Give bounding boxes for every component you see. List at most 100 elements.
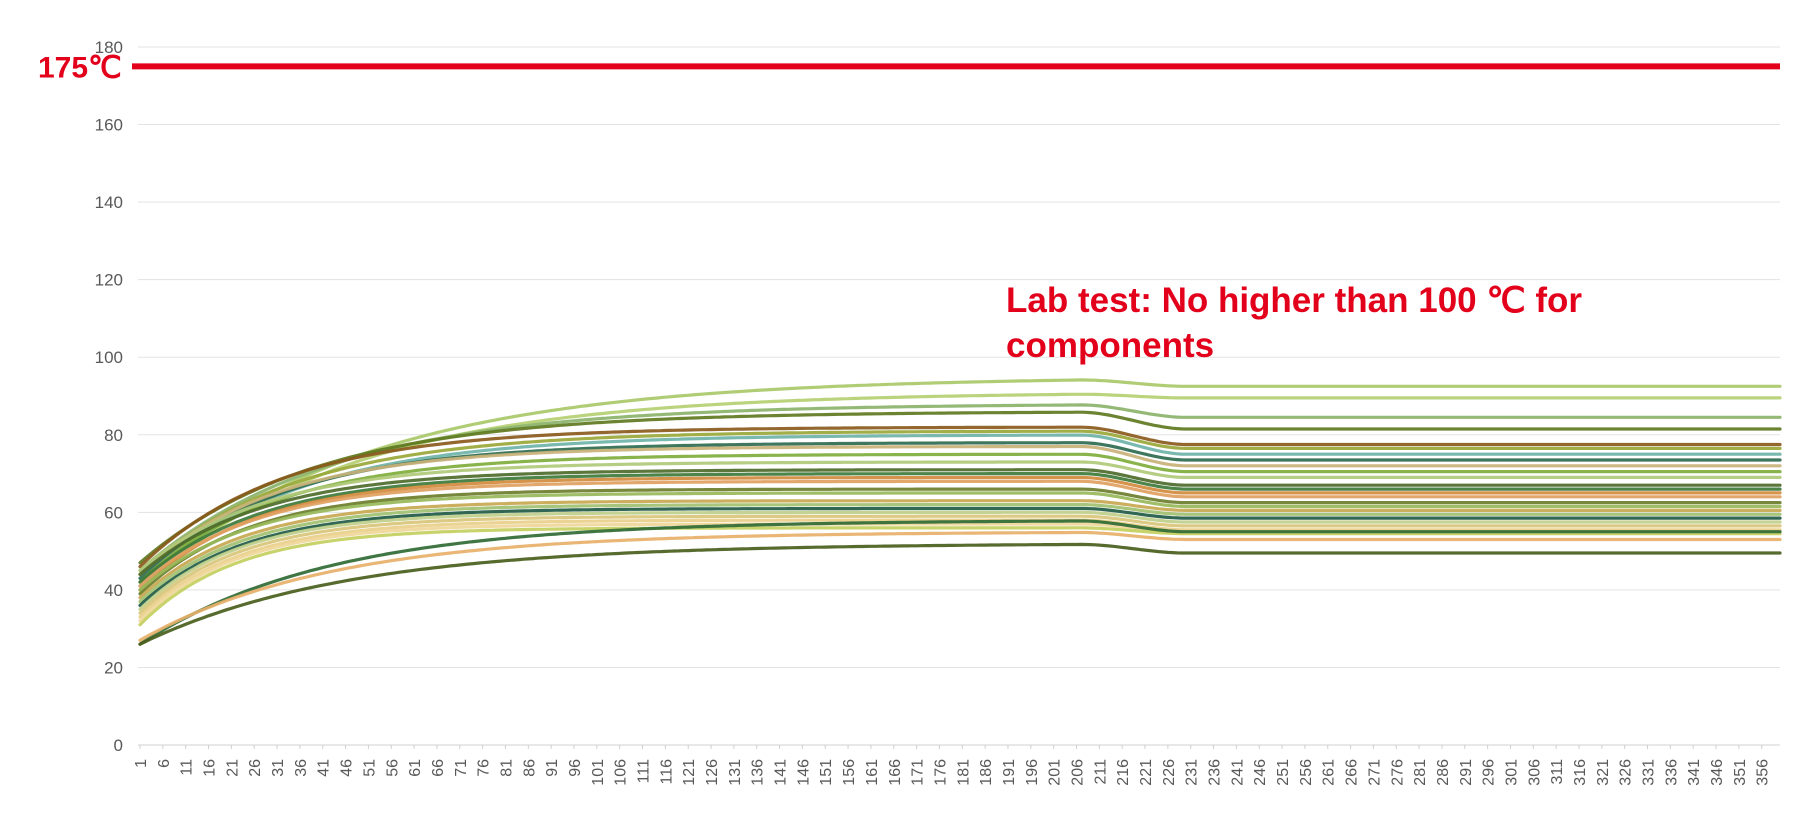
x-tick-label: 51 (361, 759, 378, 777)
x-tick-label: 321 (1595, 759, 1612, 786)
x-tick-label: 6 (156, 759, 173, 768)
x-tick-label: 271 (1366, 759, 1383, 786)
x-tick-label: 81 (498, 759, 515, 777)
x-tick-label: 41 (316, 759, 333, 777)
y-tick-label: 180 (95, 38, 123, 57)
x-tick-label: 126 (704, 759, 721, 786)
x-tick-label: 276 (1389, 759, 1406, 786)
x-tick-label: 141 (773, 759, 790, 786)
x-tick-label: 196 (1024, 759, 1041, 786)
series-line-20 (138, 506, 1782, 608)
x-tick-label: 256 (1298, 759, 1315, 786)
y-axis-ticks: 0 20 40 60 80 100 120 140 160 180 (95, 38, 123, 755)
x-tick-label: 161 (864, 759, 881, 786)
series-line-14 (138, 475, 1782, 592)
lab-test-annotation: Lab test: No higher than 100 ℃ for compo… (1006, 281, 1583, 365)
series-line-27 (138, 530, 1782, 642)
y-tick-label: 0 (114, 736, 123, 755)
x-tick-label: 96 (567, 759, 584, 777)
series-line-28 (138, 542, 1782, 646)
y-tick-label: 100 (95, 348, 123, 367)
series-line-1 (138, 378, 1782, 584)
x-axis-ticks: 1 6 11 16 21 26 31 36 41 46 51 56 61 66 71 76 81 86 91 96 10… (133, 745, 1772, 786)
x-tick-label: 71 (453, 759, 470, 777)
series-line-2 (138, 392, 1782, 592)
series-line-5 (138, 425, 1782, 569)
x-tick-label: 106 (613, 759, 630, 786)
x-tick-label: 346 (1709, 759, 1726, 786)
series-line-16 (138, 487, 1782, 596)
x-tick-label: 266 (1344, 759, 1361, 786)
x-tick-label: 116 (658, 759, 675, 785)
series-line-6 (138, 429, 1782, 577)
x-tick-label: 171 (910, 759, 927, 786)
x-tick-label: 231 (1184, 759, 1201, 786)
x-tick-label: 36 (293, 759, 310, 777)
x-tick-label: 331 (1641, 759, 1658, 786)
x-tick-label: 181 (955, 759, 972, 786)
x-tick-label: 136 (750, 759, 767, 786)
x-tick-label: 166 (887, 759, 904, 786)
x-tick-label: 251 (1275, 759, 1292, 786)
series-line-22 (138, 514, 1782, 615)
x-tick-label: 296 (1481, 759, 1498, 786)
x-tick-label: 121 (681, 759, 698, 786)
series-line-4 (138, 410, 1782, 565)
x-tick-label: 226 (1161, 759, 1178, 786)
x-tick-label: 31 (270, 759, 287, 777)
x-tick-label: 156 (841, 759, 858, 786)
x-tick-label: 101 (590, 759, 607, 786)
y-tick-label: 60 (104, 503, 123, 522)
series-line-11 (138, 460, 1782, 573)
x-tick-label: 46 (339, 759, 356, 777)
series-line-19 (138, 503, 1782, 604)
series-line-7 (138, 433, 1782, 588)
x-tick-label: 16 (202, 759, 219, 777)
x-tick-label: 261 (1321, 759, 1338, 786)
x-tick-label: 21 (224, 759, 241, 777)
x-tick-label: 301 (1503, 759, 1520, 786)
series-line-26 (138, 519, 1782, 646)
x-tick-label: 356 (1755, 759, 1772, 786)
y-tick-label: 140 (95, 193, 123, 212)
y-tick-label: 40 (104, 581, 123, 600)
x-tick-label: 236 (1207, 759, 1224, 786)
series-line-15 (138, 479, 1782, 588)
x-tick-label: 241 (1229, 759, 1246, 786)
x-tick-label: 326 (1618, 759, 1635, 786)
x-tick-label: 26 (247, 759, 264, 777)
x-tick-label: 221 (1138, 759, 1155, 786)
x-tick-label: 281 (1412, 759, 1429, 786)
y-tick-label: 160 (95, 116, 123, 135)
series-line-18 (138, 499, 1782, 600)
x-tick-label: 351 (1732, 759, 1749, 786)
series-line-12 (138, 468, 1782, 577)
series-lines (138, 378, 1782, 646)
x-tick-label: 66 (430, 759, 447, 777)
x-tick-label: 131 (727, 759, 744, 786)
x-tick-label: 316 (1572, 759, 1589, 786)
x-tick-label: 341 (1686, 759, 1703, 786)
x-tick-label: 206 (1069, 759, 1086, 786)
x-tick-label: 146 (795, 759, 812, 786)
x-tick-label: 176 (932, 759, 949, 786)
series-line-17 (138, 491, 1782, 592)
x-tick-label: 86 (521, 759, 538, 777)
x-tick-label: 246 (1252, 759, 1269, 786)
series-line-9 (138, 444, 1782, 577)
x-tick-label: 201 (1047, 759, 1064, 786)
x-tick-label: 1 (133, 759, 150, 768)
series-line-21 (138, 510, 1782, 611)
x-tick-label: 11 (179, 759, 196, 776)
x-tick-label: 91 (544, 759, 561, 777)
series-line-13 (138, 472, 1782, 584)
x-tick-label: 61 (407, 759, 424, 777)
series-line-23 (138, 518, 1782, 619)
x-tick-label: 111 (636, 759, 653, 783)
x-tick-label: 216 (1115, 759, 1132, 786)
x-tick-label: 311 (1549, 759, 1566, 785)
series-line-25 (138, 526, 1782, 627)
x-tick-label: 186 (978, 759, 995, 786)
limit-line-label: 175℃ (38, 51, 122, 84)
